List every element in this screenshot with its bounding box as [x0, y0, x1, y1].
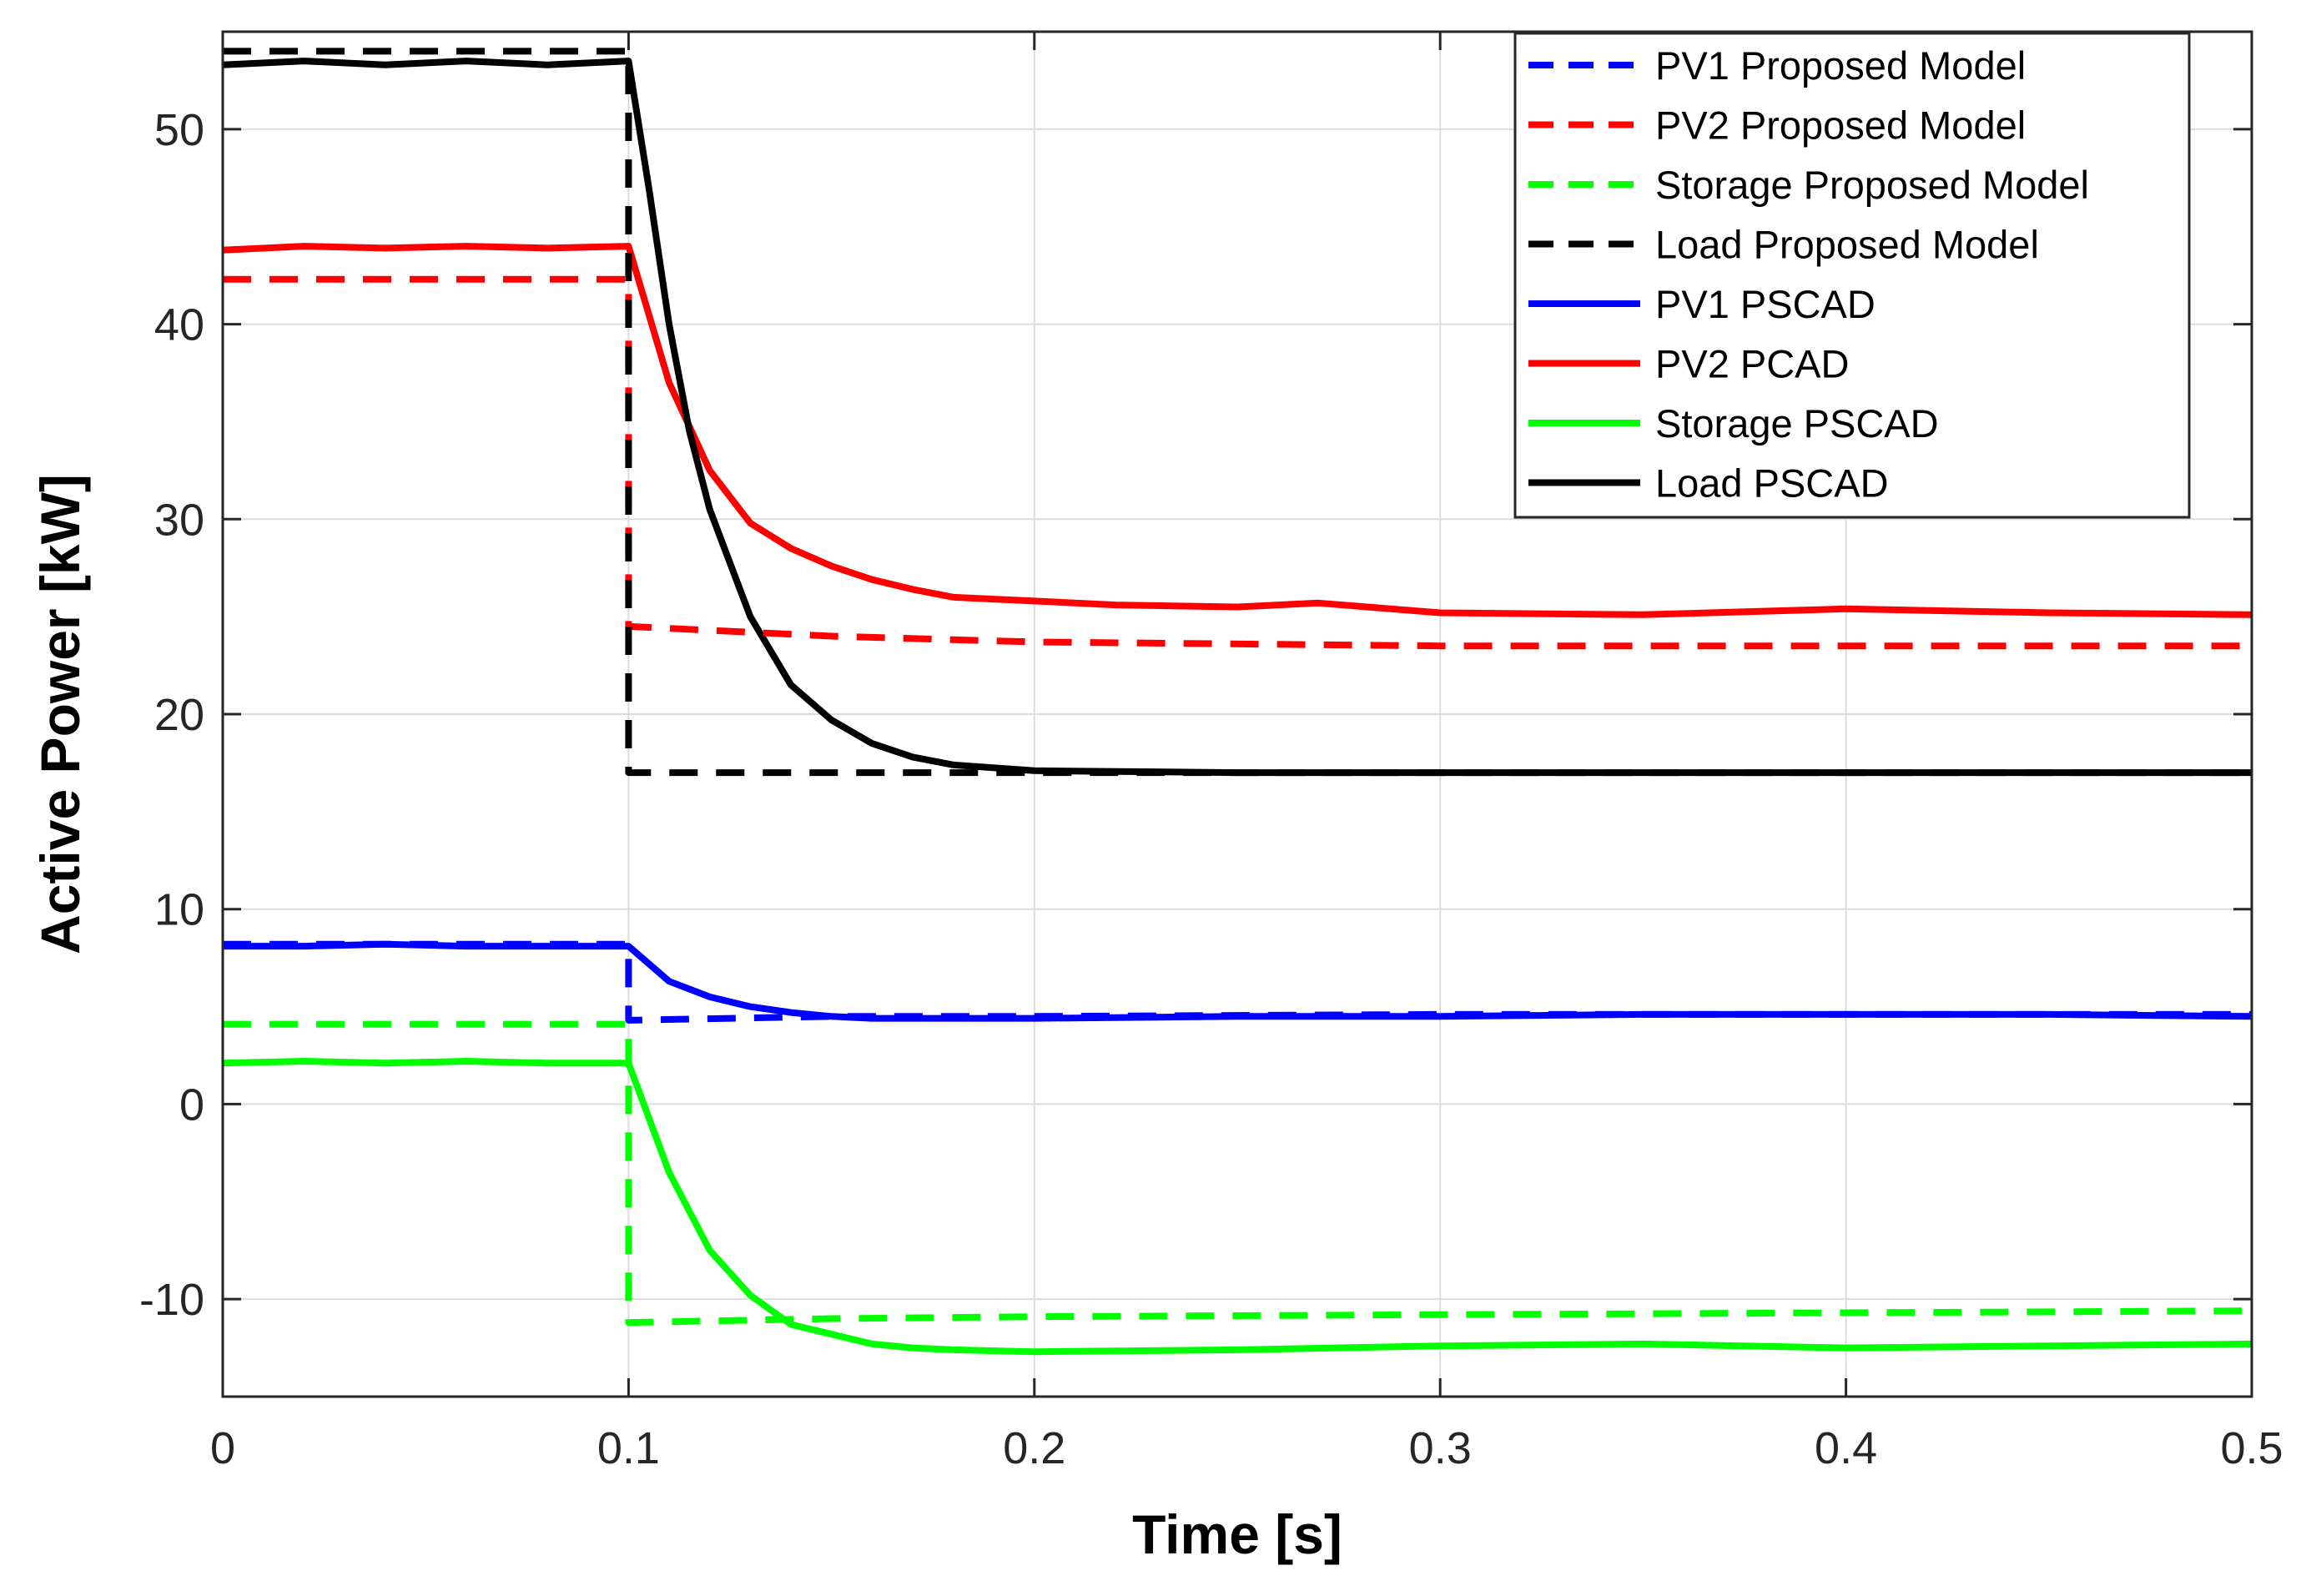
- x-tick-label: 0.4: [1815, 1423, 1877, 1473]
- y-tick-label: 30: [154, 495, 204, 545]
- legend-entry: Storage PSCAD: [1655, 401, 1939, 446]
- legend-entry: PV2 PCAD: [1655, 342, 1849, 386]
- y-tick-label: 50: [154, 105, 204, 155]
- legend-entry: PV2 Proposed Model: [1655, 103, 2026, 148]
- x-tick-label: 0.5: [2220, 1423, 2283, 1473]
- legend-box: [1513, 32, 2191, 519]
- series-line-load-pscad: [222, 58, 2252, 777]
- y-tick-label: -10: [139, 1275, 204, 1325]
- y-tick-label: 40: [154, 300, 204, 350]
- legend-entry: PV1 Proposed Model: [1655, 43, 2026, 88]
- x-tick-label: 0.3: [1409, 1423, 1472, 1473]
- legend-entry: Load Proposed Model: [1655, 223, 2039, 267]
- series-line-load-proposed-model: [223, 48, 2252, 777]
- series-line-storage-proposed-model: [223, 1020, 2253, 1327]
- x-tick-label: 0: [210, 1423, 235, 1473]
- y-tick-label: 20: [154, 690, 204, 740]
- y-tick-label: 0: [179, 1080, 204, 1130]
- x-tick-label: 0.2: [1003, 1423, 1065, 1473]
- series-lines: [222, 48, 2253, 1356]
- y-axis-label: Active Power [kW]: [29, 474, 91, 954]
- legend: PV1 Proposed Model PV2 Proposed Model Stor…: [1513, 32, 2191, 519]
- series-line-pv2-pcad: [222, 243, 2253, 618]
- y-tick-label: 10: [154, 885, 204, 935]
- ticks: 0 0.1 0.2 0.3 0.4 0.5 -10 0 10 20 30 40 50: [139, 32, 2283, 1473]
- x-tick-label: 0.1: [597, 1423, 660, 1473]
- x-axis-label: Time [s]: [1132, 1503, 1342, 1565]
- series-line-storage-pscad: [222, 1058, 2253, 1356]
- legend-entry: PV1 PSCAD: [1655, 282, 1876, 326]
- legend-entry: Storage Proposed Model: [1655, 163, 2089, 207]
- legend-entry: Load PSCAD: [1655, 461, 1889, 506]
